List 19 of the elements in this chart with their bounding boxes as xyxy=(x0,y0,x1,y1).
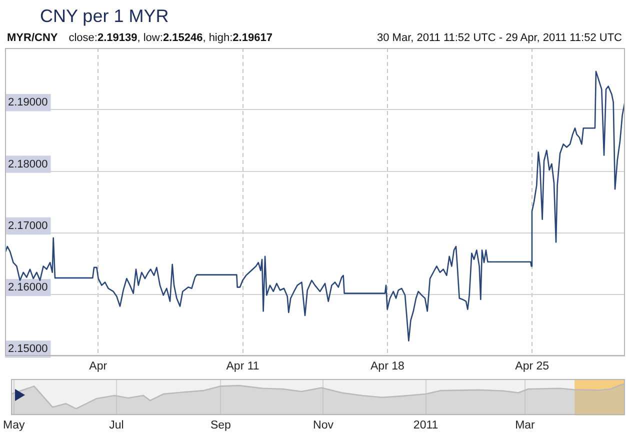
x-tick-label: 2011 xyxy=(413,419,438,432)
x-tick-label: Nov xyxy=(313,419,334,432)
x-tick-label: Jul xyxy=(109,419,124,432)
x-tick-label: May xyxy=(3,419,25,432)
y-tick-label: 2.16000 xyxy=(8,282,48,294)
y-tick-label: 2.19000 xyxy=(8,96,48,109)
x-tick-label: Apr 18 xyxy=(370,360,404,372)
y-tick-label: 2.18000 xyxy=(8,158,48,170)
text: 30 Mar, 2011 11:52 UTC - 29 Apr, 2011 11:52 UTC xyxy=(377,32,622,44)
y-tick-label: 2.17000 xyxy=(8,220,48,232)
chart-title: CNY per 1 MYR xyxy=(40,6,169,27)
chart-subtitle: MYR/CNY xyxy=(7,32,58,44)
text: close:2.19139, low:2.15246, high:2.19617 xyxy=(68,32,272,44)
x-tick-label: Apr 11 xyxy=(226,360,260,372)
y-tick-label: 2.15000 xyxy=(8,343,48,356)
x-tick-label: Apr xyxy=(89,360,108,372)
x-tick-label: Sep xyxy=(210,419,231,432)
x-tick-label: Mar xyxy=(515,419,536,432)
x-tick-label: Apr 25 xyxy=(515,360,550,372)
